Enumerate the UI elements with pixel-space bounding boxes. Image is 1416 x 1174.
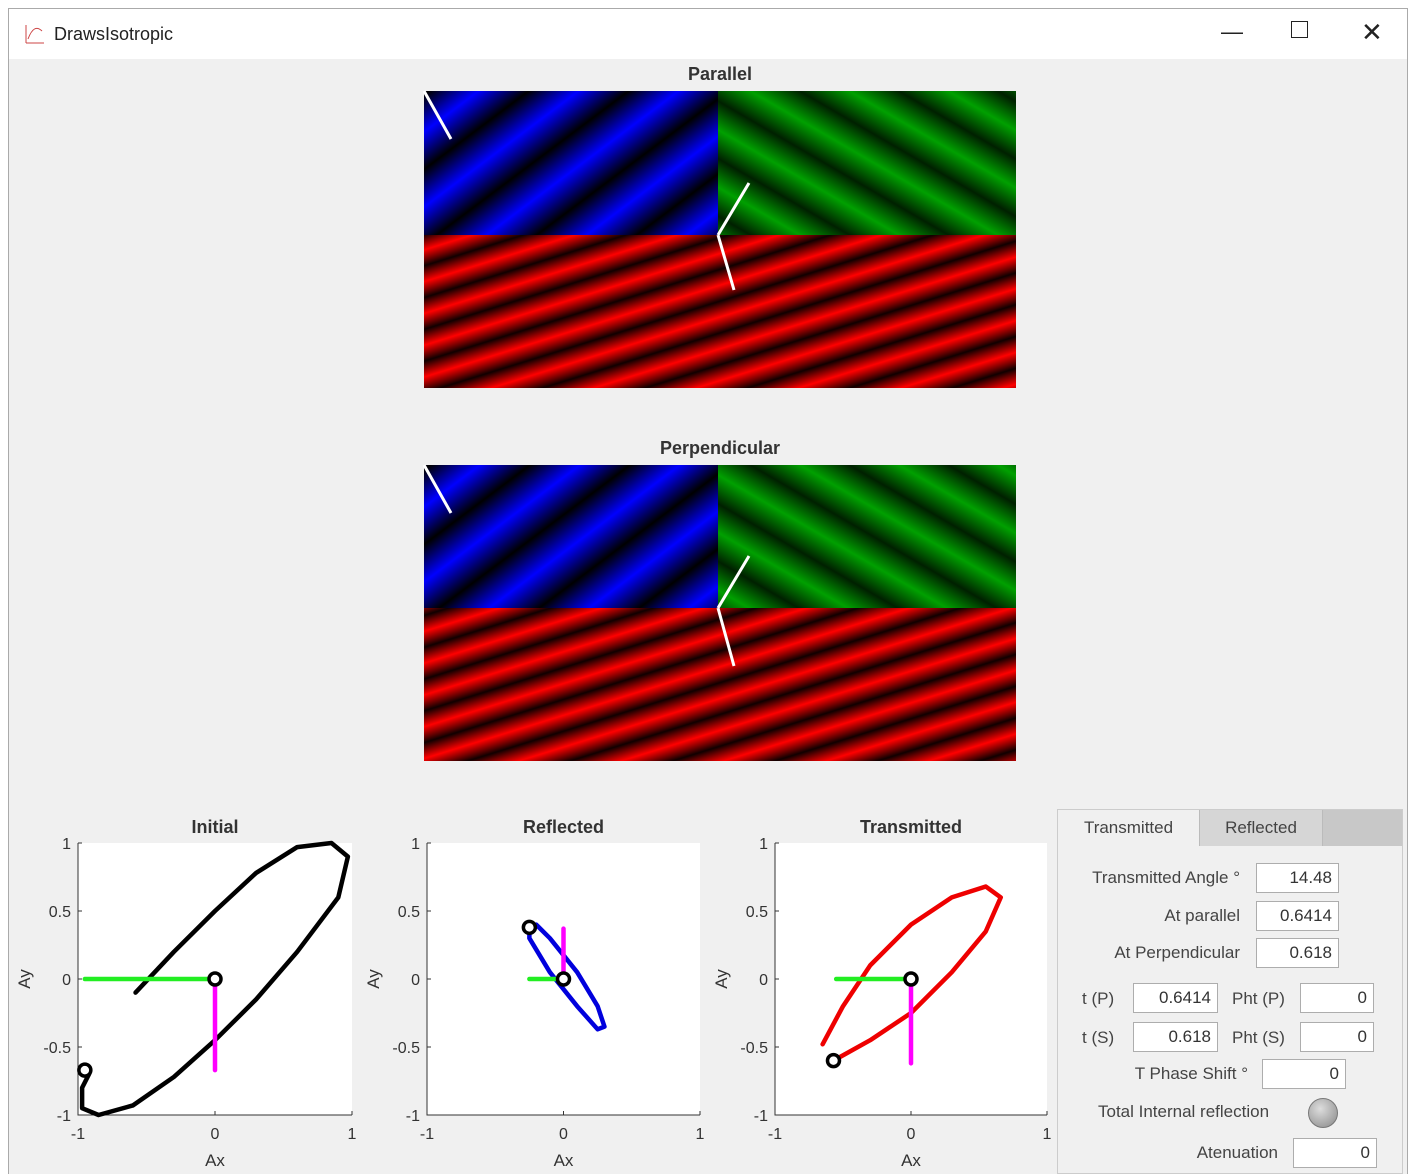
field-label: t (S) <box>1082 1028 1114 1048</box>
transmitted-region <box>424 235 1016 388</box>
incident-region <box>424 91 718 235</box>
plot: Reflected Ax Ay -1 0 1 -1 -0.5 0 0.5 1 <box>364 817 705 1170</box>
field-label: Pht (P) <box>1232 989 1285 1009</box>
plot-title: Reflected <box>523 817 604 837</box>
x-tick-label: -1 <box>71 1126 85 1143</box>
y-tick-label: -1 <box>754 1108 768 1125</box>
y-tick-label: 1 <box>62 836 71 853</box>
x-tick-label: 0 <box>559 1126 568 1143</box>
x-tick-label: 1 <box>696 1126 705 1143</box>
x-tick-label: -1 <box>768 1126 782 1143</box>
y-tick-label: -1 <box>57 1108 71 1125</box>
field-label: T Phase Shift ° <box>1135 1064 1248 1084</box>
field-value[interactable]: 0 <box>1300 983 1374 1013</box>
y-tick-label: 0 <box>62 972 71 989</box>
field-value[interactable]: 0.6414 <box>1256 901 1339 931</box>
y-tick-label: -1 <box>406 1108 420 1125</box>
plot: Initial Ax Ay -1 0 1 -1 -0.5 0 0.5 1 <box>15 817 357 1170</box>
x-tick-label: -1 <box>420 1126 434 1143</box>
incident-region <box>424 465 718 608</box>
y-axis-label: Ay <box>364 969 383 989</box>
x-tick-label: 1 <box>348 1126 357 1143</box>
y-tick-label: 1 <box>411 836 420 853</box>
toggle-label: Total Internal reflection <box>1098 1102 1269 1122</box>
settings-panel: Transmitted Reflected Transmitted Angle … <box>1057 809 1403 1174</box>
y-tick-label: -0.5 <box>740 1040 768 1057</box>
field-value[interactable]: 0.618 <box>1133 1022 1218 1052</box>
tab[interactable]: Reflected <box>1200 810 1323 846</box>
y-tick-label: 0.5 <box>746 904 768 921</box>
marker <box>827 1055 839 1067</box>
transmitted-region <box>424 608 1016 761</box>
page: DrawsIsotropic — ✕ Parallel Perpendicula… <box>0 0 1416 1174</box>
marker <box>209 973 221 985</box>
reflected-region <box>718 91 1016 235</box>
plot: Transmitted Ax Ay -1 0 1 -1 -0.5 0 0.5 1 <box>712 817 1052 1170</box>
y-tick-label: 0.5 <box>49 904 71 921</box>
field-label: Transmitted Angle ° <box>1092 868 1240 888</box>
y-axis-label: Ay <box>15 969 34 989</box>
x-axis-label: Ax <box>901 1151 921 1170</box>
marker <box>523 921 535 933</box>
toggle-indicator[interactable] <box>1308 1098 1338 1128</box>
field-label: t (P) <box>1082 989 1114 1009</box>
y-axis-label: Ay <box>712 969 731 989</box>
y-tick-label: 0.5 <box>398 904 420 921</box>
field-value[interactable]: 0.618 <box>1256 938 1339 968</box>
field-label: Atenuation <box>1197 1143 1278 1163</box>
field-value[interactable]: 0 <box>1300 1022 1374 1052</box>
image-perpendicular: Perpendicular <box>424 438 1016 761</box>
field-value[interactable]: 0.6414 <box>1133 983 1218 1013</box>
marker <box>558 973 570 985</box>
y-tick-label: 0 <box>411 972 420 989</box>
field-value[interactable]: 0 <box>1262 1059 1346 1089</box>
marker <box>79 1064 91 1076</box>
field-label: At Perpendicular <box>1114 943 1240 963</box>
field-label: At parallel <box>1164 906 1240 926</box>
y-tick-label: -0.5 <box>392 1040 420 1057</box>
field-label: Pht (S) <box>1232 1028 1285 1048</box>
image-title: Perpendicular <box>660 438 780 458</box>
y-tick-label: 0 <box>759 972 768 989</box>
x-tick-label: 1 <box>1043 1126 1052 1143</box>
plot-title: Transmitted <box>860 817 962 837</box>
plot-title: Initial <box>191 817 238 837</box>
x-tick-label: 0 <box>211 1126 220 1143</box>
image-parallel: Parallel <box>424 64 1016 388</box>
tab[interactable]: Transmitted <box>1058 810 1200 846</box>
reflected-region <box>718 465 1016 608</box>
field-value[interactable]: 0 <box>1293 1138 1377 1168</box>
field-value[interactable]: 14.48 <box>1256 863 1339 893</box>
image-title: Parallel <box>688 64 752 84</box>
y-tick-label: -0.5 <box>43 1040 71 1057</box>
x-tick-label: 0 <box>907 1126 916 1143</box>
x-axis-label: Ax <box>205 1151 225 1170</box>
x-axis-label: Ax <box>554 1151 574 1170</box>
y-tick-label: 1 <box>759 836 768 853</box>
marker <box>905 973 917 985</box>
